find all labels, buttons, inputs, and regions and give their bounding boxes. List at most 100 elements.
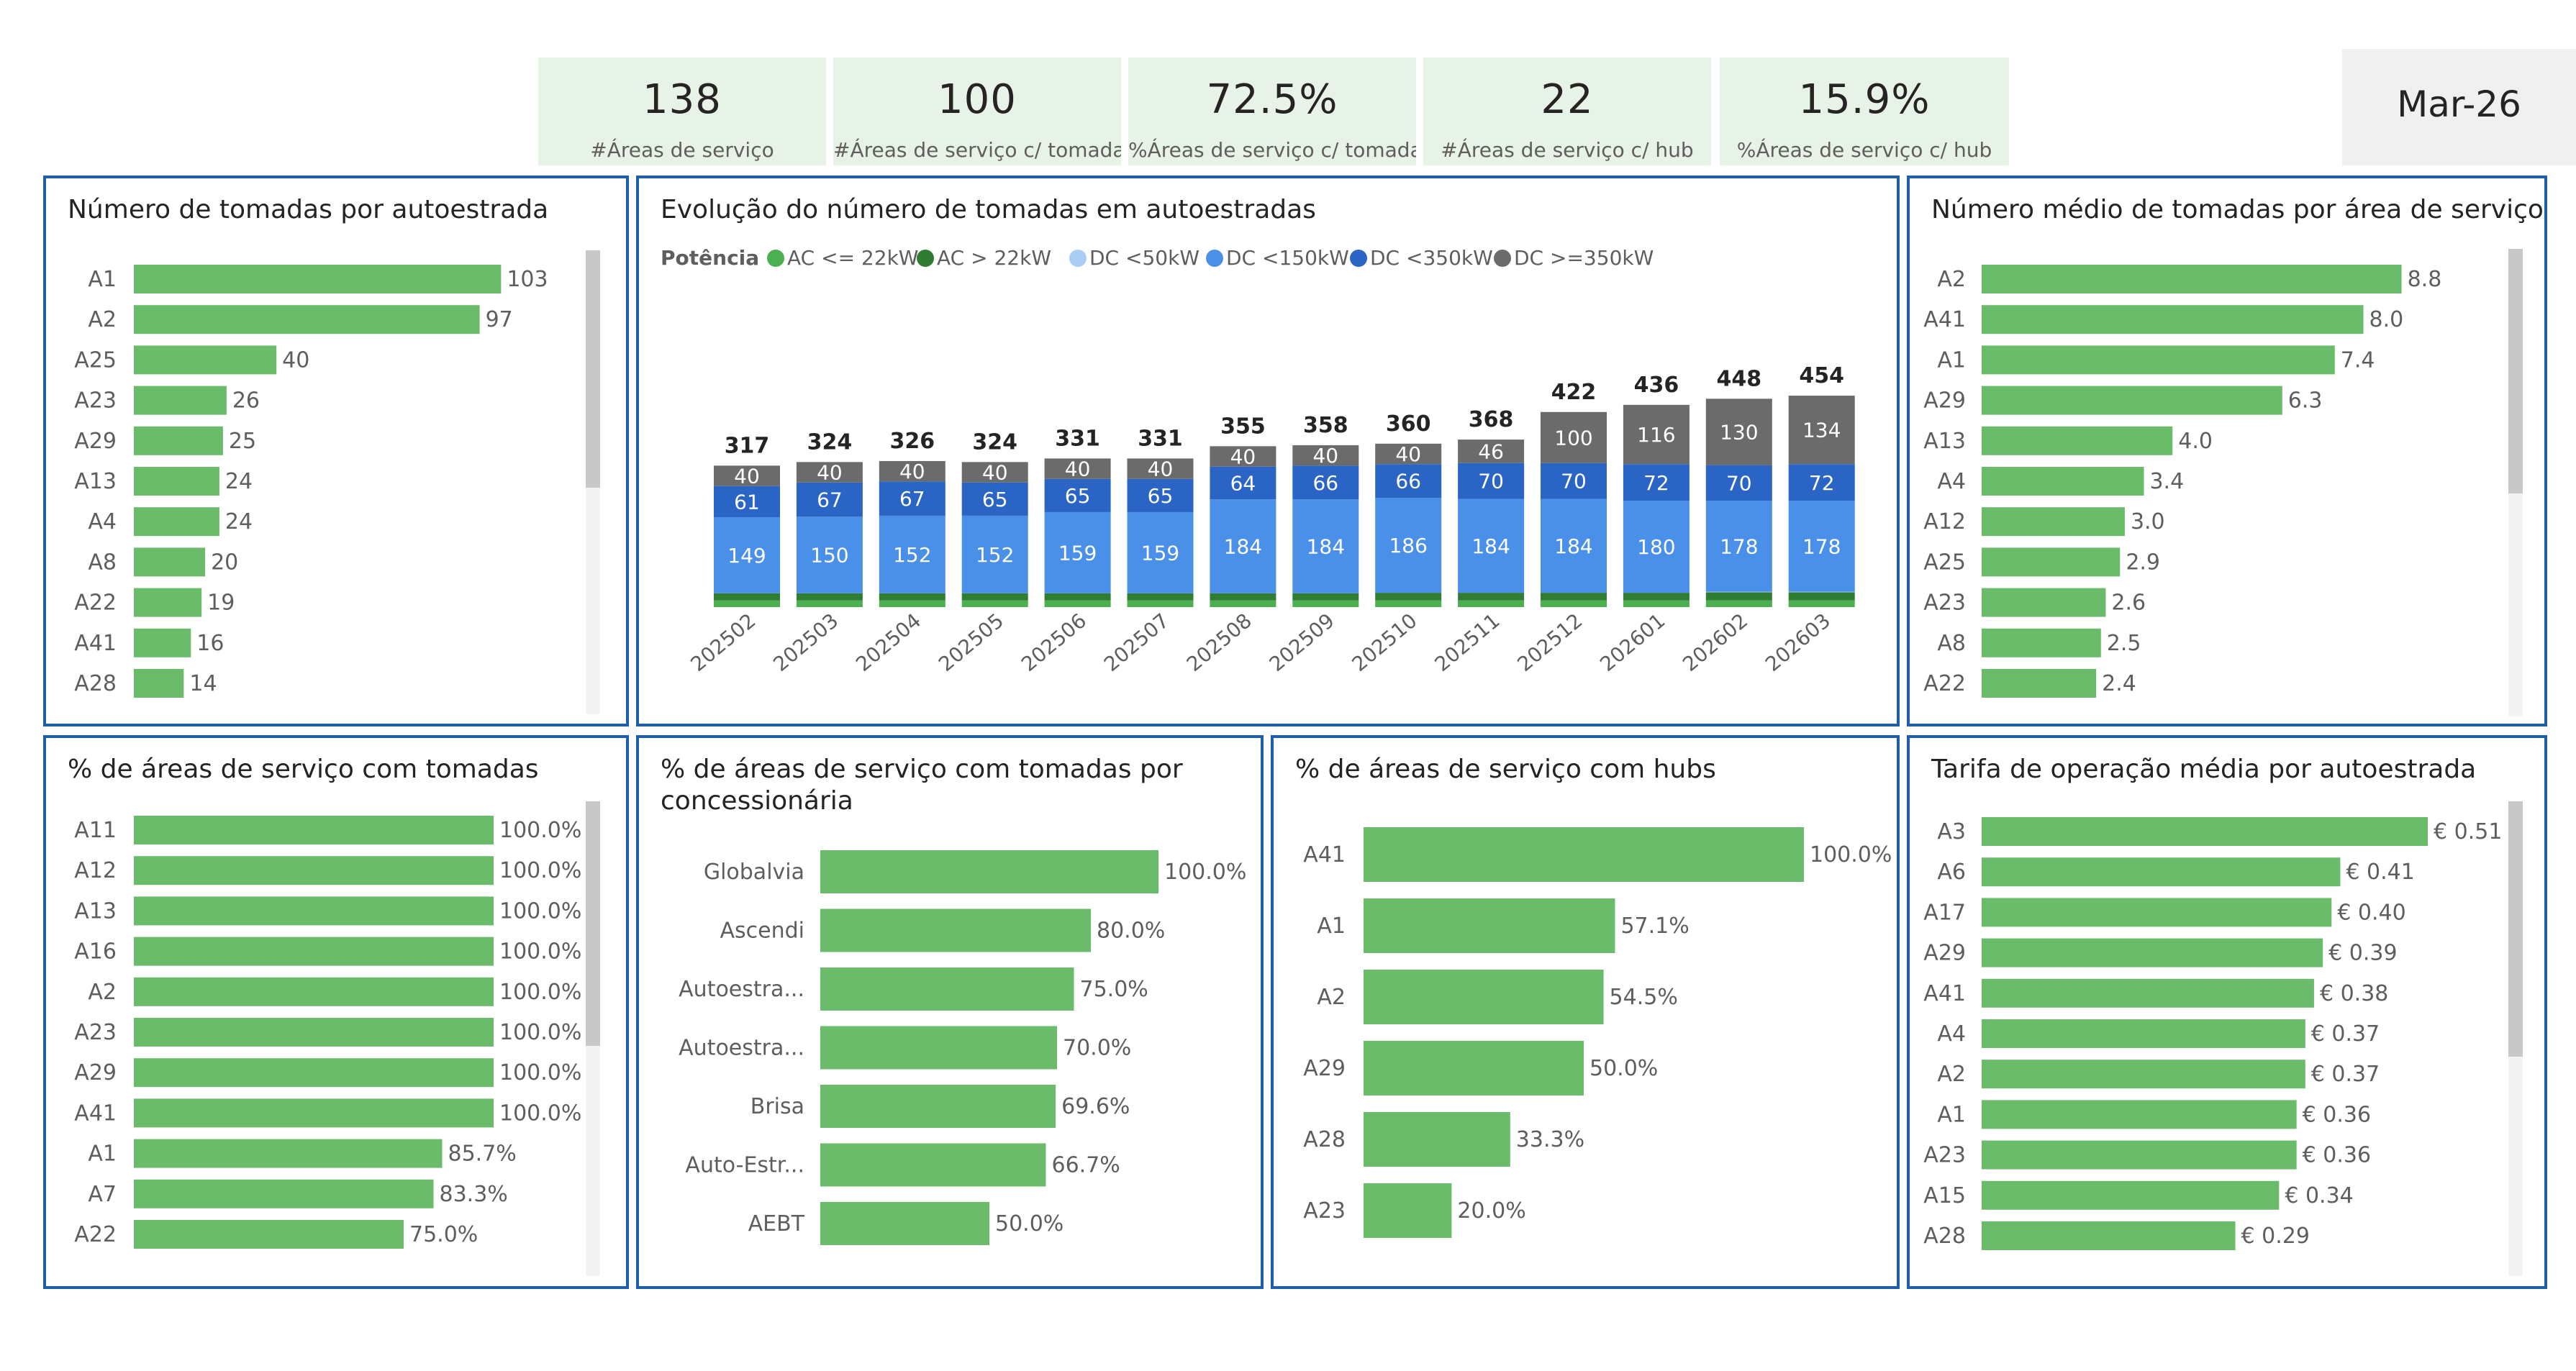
bar-segment <box>1375 600 1442 607</box>
category-label: Autoestra... <box>679 977 804 1002</box>
total-label: 360 <box>1386 411 1431 437</box>
segment-label: 149 <box>727 544 766 568</box>
bar <box>134 588 202 617</box>
kpi-label: #Áreas de serviço c/ tomada <box>833 138 1121 162</box>
bar <box>1982 1140 2297 1170</box>
kpi-card-areas-servico: 138 #Áreas de serviço <box>538 58 826 165</box>
category-label: A1 <box>1317 914 1346 939</box>
scrollbar-thumb[interactable] <box>2508 801 2523 1057</box>
bar-segment <box>1541 411 1607 463</box>
x-tick-label: 202603 <box>1761 609 1835 676</box>
bar <box>1982 1221 2236 1250</box>
category-label: A4 <box>1937 1021 1966 1047</box>
bar <box>1982 265 2402 293</box>
bar-segment <box>1375 464 1442 498</box>
legend-label: DC <50kW <box>1089 246 1199 270</box>
segment-label: 134 <box>1802 419 1841 442</box>
bar-segment <box>796 482 863 517</box>
bar-segment <box>961 482 1028 516</box>
data-label: 83.3% <box>440 1182 508 1207</box>
legend-marker <box>1350 250 1367 267</box>
scrollbar-thumb[interactable] <box>586 250 600 488</box>
total-label: 331 <box>1138 426 1183 451</box>
segment-label: 184 <box>1224 535 1262 559</box>
panel-pct-areas-hubs: % de áreas de serviço com hubs A41 100.0%… <box>1271 735 1900 1289</box>
bar <box>820 1143 1046 1187</box>
bar-segment <box>1375 593 1442 601</box>
data-label: 25 <box>229 429 256 454</box>
bar <box>1982 305 2364 334</box>
scrollbar[interactable] <box>2508 249 2523 716</box>
category-label: A23 <box>74 388 117 414</box>
segment-label: 66 <box>1395 470 1421 493</box>
category-label: A8 <box>88 550 117 575</box>
scrollbar[interactable] <box>586 801 600 1276</box>
data-label: € 0.34 <box>2285 1183 2353 1208</box>
panel-title: Número médio de tomadas por área de serv… <box>1931 195 2544 224</box>
scrollbar-thumb[interactable] <box>586 801 600 1046</box>
data-label: 100.0% <box>1810 842 1892 867</box>
kpi-value: 15.9% <box>1798 76 1931 123</box>
data-label: € 0.51 <box>2434 819 2502 844</box>
bar <box>1982 857 2341 887</box>
bar <box>134 816 494 844</box>
segment-label: 65 <box>1148 484 1174 508</box>
data-label: € 0.37 <box>2311 1021 2380 1047</box>
bar-segment <box>1541 498 1607 593</box>
category-label: A23 <box>1923 1143 1966 1168</box>
bar <box>134 386 227 415</box>
segment-label: 152 <box>976 543 1014 567</box>
kpi-card-areas-com-hub: 22 #Áreas de serviço c/ hub <box>1423 58 1711 165</box>
data-label: 24 <box>225 509 253 534</box>
date-slicer[interactable]: Mar-26 <box>2342 49 2576 165</box>
kpi-label: %Áreas de serviço c/ tomada <box>1128 138 1416 162</box>
bar <box>134 467 219 496</box>
segment-label: 70 <box>1726 471 1752 495</box>
bar <box>1982 669 2097 698</box>
chart-evolucao-tomadas: Potência AC <= 22kW AC > 22kW DC <50kW DC <1… <box>661 246 1855 676</box>
scrollbar[interactable] <box>586 250 600 714</box>
category-label: A41 <box>1923 307 1966 332</box>
segment-label: 40 <box>982 461 1008 485</box>
kpi-label: %Áreas de serviço c/ hub <box>1736 138 1992 162</box>
bar-segment <box>1623 404 1690 465</box>
data-label: 2.5 <box>2107 631 2141 656</box>
x-tick-label: 202506 <box>1017 609 1091 676</box>
data-label: 69.6% <box>1061 1094 1130 1119</box>
scrollbar-thumb[interactable] <box>2508 249 2523 493</box>
bar <box>1982 588 2106 617</box>
bar <box>134 1098 494 1128</box>
category-label: A12 <box>1923 509 1966 534</box>
data-label: 100.0% <box>1164 860 1246 885</box>
bar-segment <box>1541 463 1607 499</box>
data-label: 2.4 <box>2102 671 2136 696</box>
bar-segment <box>1044 478 1111 512</box>
category-label: A8 <box>1937 631 1966 656</box>
bar <box>1364 1041 1584 1096</box>
bar <box>134 937 494 966</box>
x-tick-label: 202512 <box>1513 609 1587 676</box>
category-label: A29 <box>74 1060 117 1085</box>
bar <box>1982 1019 2305 1048</box>
total-label: 454 <box>1799 363 1844 388</box>
scrollbar[interactable] <box>2508 801 2523 1276</box>
bar-segment <box>961 600 1028 607</box>
bar-segment <box>1705 398 1772 465</box>
panel-title: % de áreas de serviço com hubs <box>1295 755 1716 784</box>
kpi-value: 138 <box>643 76 722 123</box>
category-label: A17 <box>1923 900 1966 925</box>
bar <box>1982 1100 2297 1129</box>
data-label: 8.8 <box>2408 267 2442 292</box>
bar <box>134 1058 494 1088</box>
bar <box>134 628 191 657</box>
bar-segment <box>1210 466 1276 500</box>
category-label: A15 <box>1923 1183 1966 1208</box>
bar-segment <box>1292 600 1359 607</box>
bar-segment <box>1127 511 1194 593</box>
bar <box>1982 547 2121 577</box>
data-label: 75.0% <box>409 1222 478 1247</box>
bar-segment <box>796 600 863 607</box>
x-tick-label: 202510 <box>1348 609 1422 676</box>
bar <box>1364 827 1804 882</box>
category-label: A13 <box>74 469 117 494</box>
